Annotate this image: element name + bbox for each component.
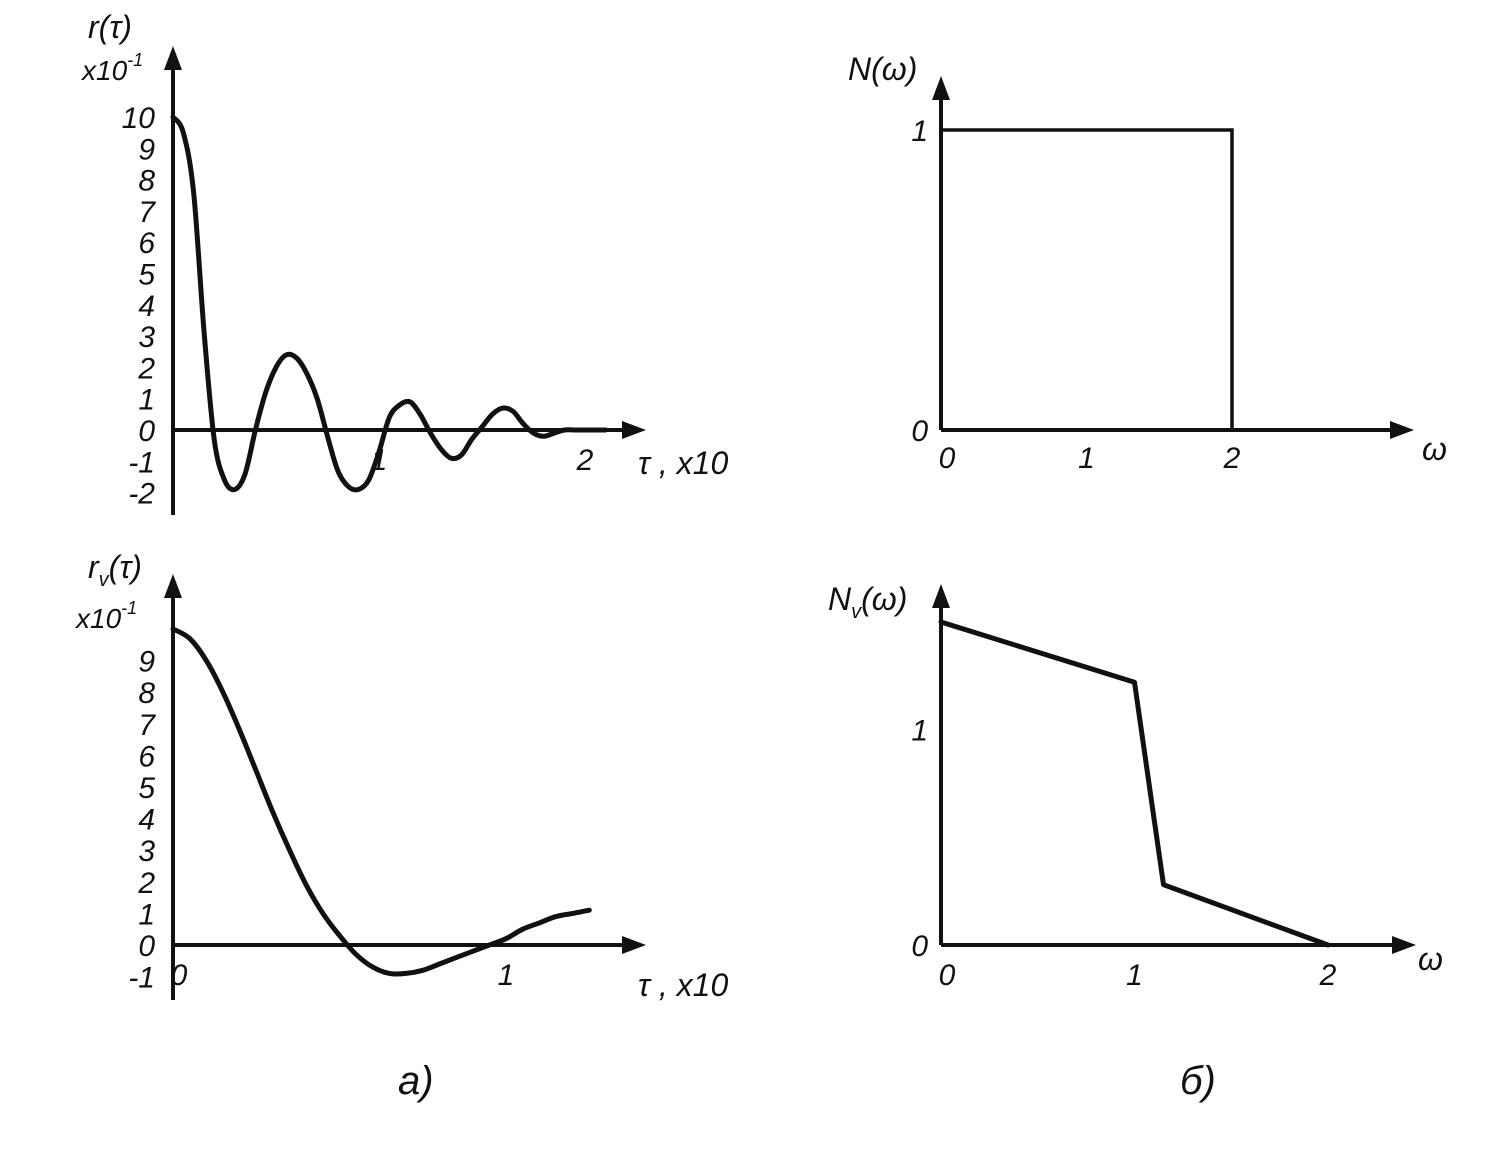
Nv-y-label-arg: (ω) [861, 581, 907, 617]
rv-y-tick-1: 1 [138, 898, 155, 931]
r-y-multiplier: x10-1 [80, 50, 143, 86]
rv-y-tick-2: 2 [137, 867, 155, 900]
r-x-label: τ , x10 [638, 445, 728, 481]
N-x-tick-0: 0 [939, 442, 956, 475]
Nv-y-tick-0: 0 [911, 930, 928, 963]
rv-y-tick-4: 4 [138, 804, 155, 837]
r-y-tick-7: 7 [138, 196, 156, 229]
rv-y-multiplier-base: x10 [74, 603, 122, 634]
Nv-x-tick-1: 1 [1126, 959, 1143, 992]
r-y-label: r(τ) [88, 9, 132, 45]
rv-y-label: rv(τ) [88, 549, 142, 591]
r-y-multiplier-base: x10 [80, 55, 128, 86]
r-y-tick-neg2: -2 [128, 478, 155, 511]
r-y-tick-3: 3 [138, 321, 155, 354]
rv-y-tick-7: 7 [138, 709, 156, 742]
rv-y-label-arg: (τ) [109, 549, 142, 585]
rv-y-tick-5: 5 [138, 772, 155, 805]
Nv-x-tick-labels: 0 1 2 [939, 959, 1337, 992]
Nv-series-line [938, 619, 1331, 948]
Nv-y-label-sub: v [851, 601, 862, 623]
rv-y-tick-neg1: -1 [128, 962, 155, 995]
N-y-label: N(ω) [848, 51, 917, 87]
rv-y-tick-3: 3 [138, 835, 155, 868]
N-x-axis-arrow [1390, 421, 1414, 439]
r-y-tick-1: 1 [138, 384, 155, 417]
N-y-tick-labels: 10 [911, 115, 928, 448]
N-y-axis-arrow [932, 76, 950, 100]
Nv-y-tick-labels: 10 [911, 715, 928, 963]
rv-y-axis-arrow [164, 574, 182, 598]
r-x-tick-2: 2 [576, 444, 594, 477]
rv-x-axis-arrow [622, 936, 646, 954]
rv-y-label-sub: v [99, 569, 110, 591]
N-x-tick-2: 2 [1223, 442, 1241, 475]
r-series-line [170, 114, 609, 493]
r-y-axis-arrow [164, 46, 182, 70]
N-x-tick-labels: 0 1 2 [939, 442, 1241, 475]
r-y-tick-9: 9 [138, 133, 155, 166]
r-y-tick-0: 0 [138, 415, 155, 448]
rv-y-multiplier: x10-1 [74, 598, 137, 634]
Nv-x-tick-2: 2 [1319, 959, 1337, 992]
N-x-tick-1: 1 [1078, 442, 1095, 475]
rv-y-multiplier-exp: -1 [121, 598, 137, 618]
N-series-line [939, 128, 1234, 430]
caption-right: б) [1180, 1059, 1216, 1103]
rv-series-line [170, 626, 592, 977]
r-y-tick-10: 10 [122, 102, 156, 135]
r-y-tick-5: 5 [138, 259, 155, 292]
rv-y-tick-8: 8 [138, 677, 155, 710]
Nv-y-label-base: N [828, 581, 852, 617]
rv-x-tick-1: 1 [498, 959, 515, 992]
rv-x-tick-0: 0 [171, 959, 188, 992]
N-y-tick-0: 0 [911, 415, 928, 448]
Nv-y-tick-1: 1 [911, 715, 928, 748]
N-x-label: ω [1422, 431, 1447, 467]
r-y-multiplier-exp: -1 [127, 50, 143, 70]
rv-y-tick-0: 0 [138, 930, 155, 963]
caption-left: а) [398, 1059, 434, 1103]
r-y-tick-4: 4 [138, 290, 155, 323]
r-y-tick-8: 8 [138, 165, 155, 198]
N-y-tick-1: 1 [911, 115, 928, 148]
r-y-tick-6: 6 [138, 227, 155, 260]
Nv-y-label: Nv(ω) [828, 581, 907, 623]
Nv-x-tick-0: 0 [939, 959, 956, 992]
rv-y-tick-9: 9 [138, 646, 155, 679]
r-y-tick-neg1: -1 [128, 446, 155, 479]
r-y-tick-2: 2 [137, 352, 155, 385]
Nv-x-axis-arrow [1392, 936, 1416, 954]
r-x-axis-arrow [622, 421, 646, 439]
rv-y-label-base: r [88, 549, 100, 585]
rv-x-label: τ , x10 [638, 967, 728, 1003]
Nv-y-axis-arrow [932, 584, 950, 608]
rv-y-tick-6: 6 [138, 740, 155, 773]
Nv-x-label: ω [1418, 941, 1443, 977]
